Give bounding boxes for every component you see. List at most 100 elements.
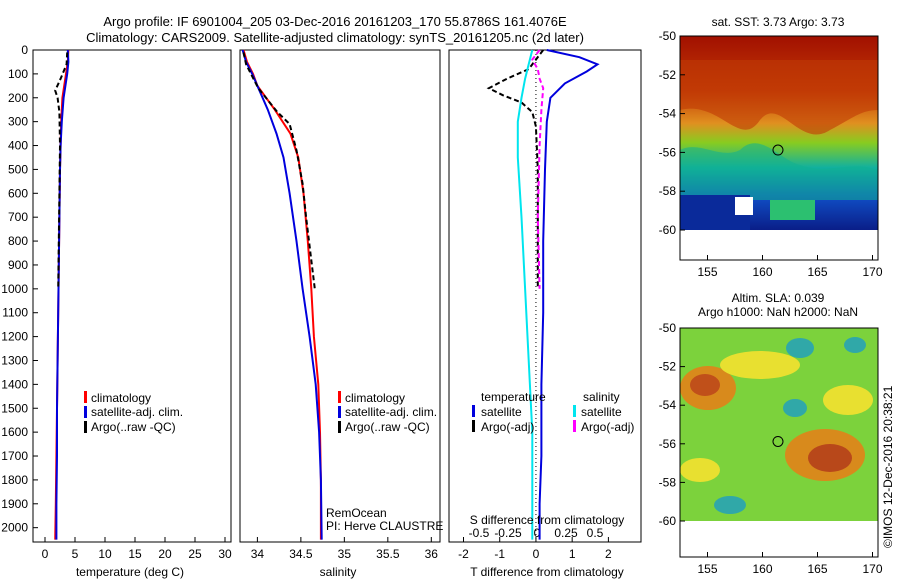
sla-low: [714, 496, 746, 514]
series-line: [241, 49, 323, 540]
legend-swatch-climatology: [84, 391, 87, 403]
legend-label: Argo(..raw -QC): [91, 420, 176, 434]
y-tick-label: 1600: [1, 425, 28, 439]
map-x-tick-label: 170: [862, 562, 882, 576]
y-tick-label: 0: [21, 43, 28, 57]
y-tick-label: 900: [8, 258, 28, 272]
x-tick-label: 1: [569, 547, 576, 561]
y-tick-label: 600: [8, 186, 28, 200]
map-x-tick-label: 160: [752, 562, 772, 576]
y-tick-label: 1500: [1, 401, 28, 415]
map-y-tick-label: -60: [659, 514, 677, 528]
sla-map: [680, 328, 878, 521]
legend-label: Argo(-adj): [581, 420, 634, 434]
x-tick-label: 5: [72, 547, 79, 561]
legend-label: satellite-adj. clim.: [91, 405, 183, 419]
x-tick-label: 0: [42, 547, 49, 561]
x-tick-label: 2: [605, 547, 612, 561]
sst-map-axes: 155 160 165 170 -50 -52 -54 -56 -58 -60: [659, 29, 883, 279]
legend-label: satellite: [481, 405, 522, 419]
map-y-tick-label: -50: [659, 321, 677, 335]
map-y-tick-label: -52: [659, 68, 677, 82]
argo-position-marker: [772, 144, 784, 156]
x-tick-label: 35: [338, 547, 352, 561]
sla-high-west-core: [690, 374, 720, 396]
series-line: [538, 49, 600, 540]
y-tick-label: 300: [8, 115, 28, 129]
map-y-tick-label: -56: [659, 437, 677, 451]
map-y-tick-label: -58: [659, 475, 677, 489]
difference-xlabel-top: S difference from climatology: [470, 513, 625, 527]
sst-gap-patch: [735, 197, 753, 215]
imos-watermark: ©IMOS 12-Dec-2016 20:38:21: [881, 385, 895, 548]
x-top-tick-label: -0.5: [469, 526, 490, 540]
map-y-tick-label: -58: [659, 184, 677, 198]
legend-swatch-t-satellite: [472, 405, 475, 417]
sla-map-nodata: [680, 521, 878, 557]
sst-map-frame: [679, 35, 879, 261]
sla-yellow-band: [823, 385, 873, 415]
argo-position-marker: [772, 435, 784, 447]
series-line: [531, 49, 545, 289]
difference-plot-frame: [448, 49, 642, 543]
y-tick-label: 500: [8, 162, 28, 176]
map-x-tick-label: 170: [862, 265, 882, 279]
sla-map-axes: 155 160 165 170 -50 -52 -54 -56 -58 -60: [659, 321, 883, 576]
sst-map: [680, 36, 878, 230]
x-top-tick-label: -0.25: [494, 526, 522, 540]
difference-legend: temperature salinity satellite Argo(-adj…: [472, 390, 634, 434]
salinity-plot: 34 34.5 35 35.5 36: [241, 49, 438, 561]
map-y-tick-label: -54: [659, 398, 677, 412]
legend-label: climatology: [345, 391, 405, 405]
y-tick-label: 700: [8, 210, 28, 224]
map-x-tick-label: 155: [697, 265, 717, 279]
map-y-tick-label: -56: [659, 145, 677, 159]
x-tick-label: 20: [158, 547, 172, 561]
x-tick-label: 25: [188, 547, 202, 561]
sla-low: [783, 399, 807, 417]
x-tick-label: 15: [128, 547, 142, 561]
y-tick-label: 200: [8, 91, 28, 105]
x-tick-label: 34.5: [289, 547, 313, 561]
series-line: [55, 49, 70, 540]
temperature-xlabel: temperature (deg C): [76, 565, 184, 579]
x-tick-label: 35.5: [376, 547, 400, 561]
series-line: [516, 49, 534, 540]
legend-swatch-t-argo: [472, 420, 475, 432]
sst-front-cold-tongue: [680, 143, 878, 200]
difference-plot: -2 -1 0 1 2 -0.5 -0.25 0 0.25 0.5: [458, 49, 612, 561]
series-line: [54, 52, 69, 289]
figure-title-line1: Argo profile: IF 6901004_205 03-Dec-2016…: [103, 14, 567, 29]
remocean-label: RemOcean: [326, 506, 387, 520]
x-tick-label: 30: [218, 547, 232, 561]
sla-yellow-band: [680, 458, 720, 482]
map-y-tick-label: -60: [659, 223, 677, 237]
series-line: [486, 49, 544, 289]
map-y-tick-label: -50: [659, 29, 677, 43]
pi-label: PI: Herve CLAUSTRE: [326, 519, 443, 533]
x-top-tick-label: 0.25: [554, 526, 578, 540]
salinity-legend: climatology satellite-adj. clim. Argo(..…: [338, 391, 437, 434]
x-top-tick-label: 0: [534, 526, 541, 540]
legend-label: satellite-adj. clim.: [345, 405, 437, 419]
sst-green-patch: [770, 200, 815, 220]
sla-yellow-band: [720, 351, 800, 379]
y-tick-label: 1900: [1, 497, 28, 511]
sla-map-title-line1: Altim. SLA: 0.039: [732, 291, 825, 305]
legend-swatch-satellite: [84, 406, 87, 418]
y-tick-label: 1700: [1, 449, 28, 463]
sla-map-frame: [679, 327, 879, 558]
map-x-tick-label: 165: [807, 562, 827, 576]
map-x-tick-label: 160: [752, 265, 772, 279]
legend-swatch-s-satellite: [573, 405, 576, 417]
y-tick-label: 1100: [2, 306, 28, 320]
salinity-xlabel: salinity: [320, 565, 357, 579]
x-tick-label: 0: [533, 547, 540, 561]
x-tick-label: 10: [98, 547, 112, 561]
sst-front-warm-tongue: [680, 60, 878, 135]
y-tick-label: 2000: [1, 521, 28, 535]
map-y-tick-label: -54: [659, 107, 677, 121]
sst-map-nodata: [680, 230, 878, 260]
sst-map-title: sat. SST: 3.73 Argo: 3.73: [712, 15, 845, 29]
